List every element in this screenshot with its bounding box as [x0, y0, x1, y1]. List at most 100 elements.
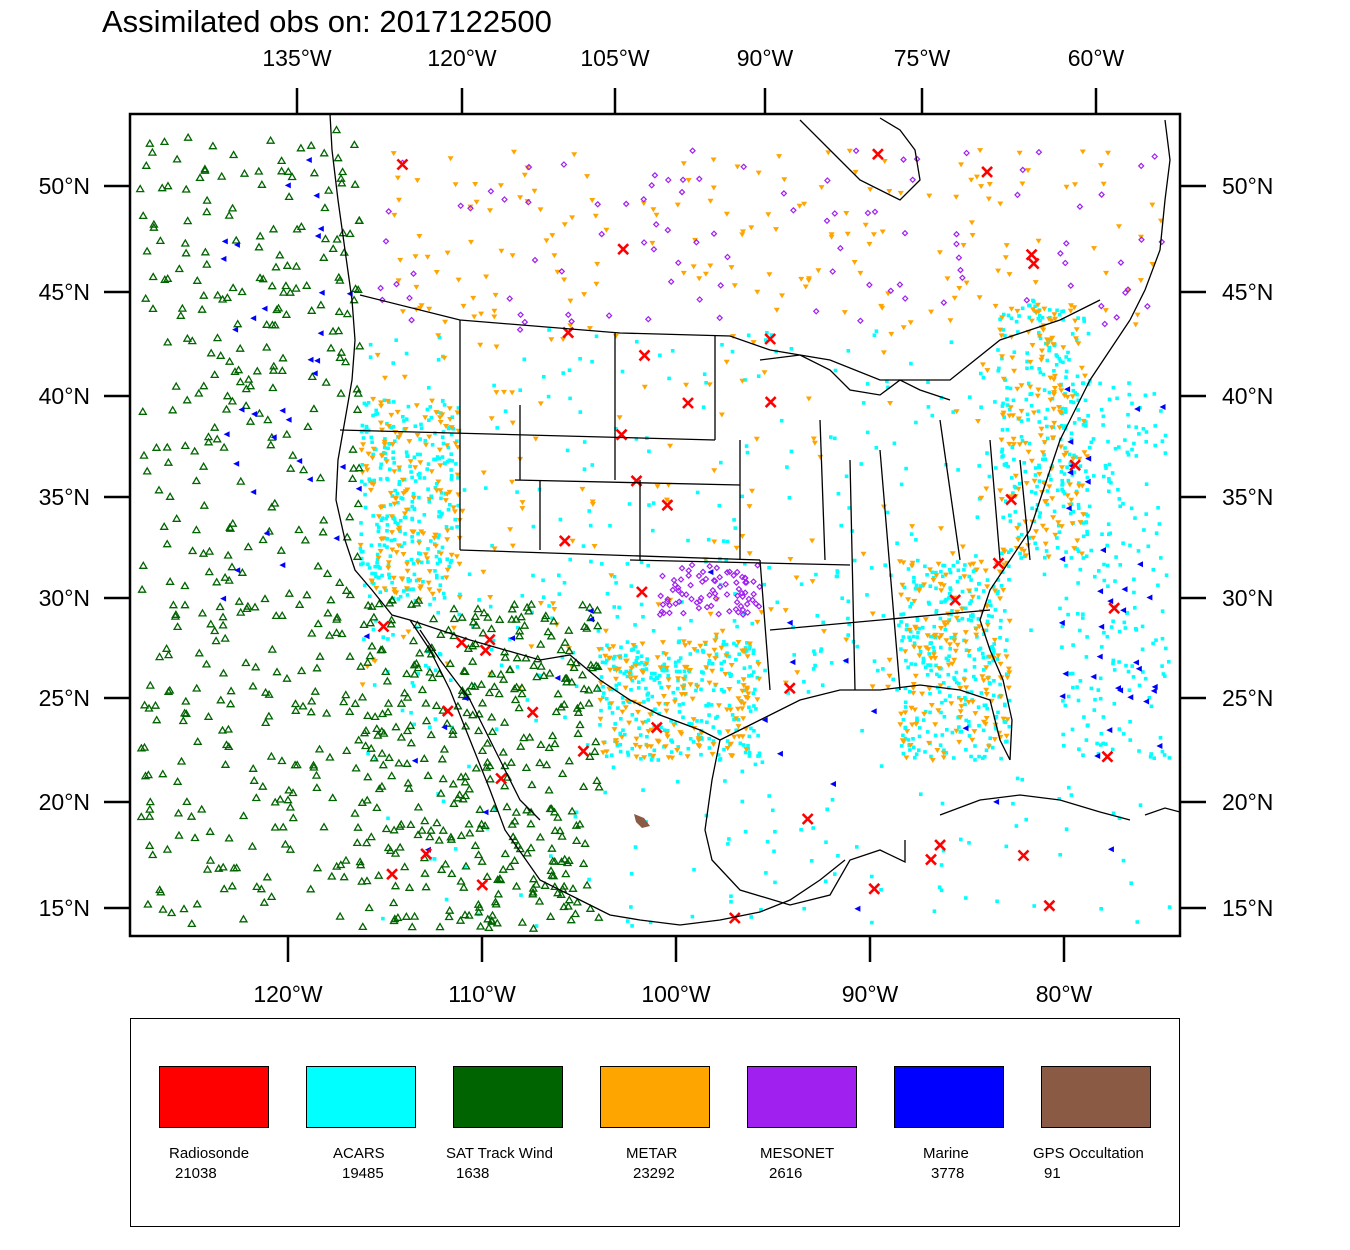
- acars-point: [1067, 358, 1071, 362]
- acars-point: [1005, 385, 1009, 390]
- metar-point: [1018, 408, 1025, 414]
- acars-point: [1107, 476, 1111, 481]
- acars-point: [447, 564, 451, 569]
- metar-point: [655, 602, 662, 608]
- sat-track-wind-point: [498, 864, 508, 873]
- acars-point: [391, 450, 395, 454]
- mesonet-point: [900, 156, 907, 163]
- sat-track-wind-point: [310, 686, 320, 695]
- sat-track-wind-point: [341, 690, 351, 699]
- acars-point: [626, 753, 631, 757]
- marine-point: [285, 416, 292, 423]
- acars-point: [1028, 392, 1032, 396]
- acars-point: [389, 425, 393, 430]
- acars-point: [1000, 450, 1004, 454]
- acars-point: [1097, 569, 1101, 573]
- acars-point: [915, 719, 919, 724]
- sat-track-wind-point: [350, 179, 360, 188]
- metar-point: [958, 704, 965, 710]
- acars-point: [507, 637, 512, 641]
- legend-swatch: [600, 1066, 710, 1128]
- acars-point: [971, 613, 975, 617]
- sat-track-wind-point: [276, 545, 286, 554]
- hudson-bay: [799, 117, 921, 201]
- acars-point: [1003, 333, 1007, 338]
- metar-point: [999, 412, 1006, 418]
- acars-point: [1081, 616, 1085, 620]
- acars-point: [639, 560, 644, 565]
- sat-track-wind-point: [366, 832, 376, 841]
- acars-point: [1113, 579, 1117, 583]
- sat-track-wind-point: [165, 577, 175, 585]
- acars-point: [995, 591, 1000, 596]
- acars-point: [531, 524, 536, 529]
- acars-point: [963, 563, 967, 567]
- acars-point: [412, 455, 417, 460]
- acars-point: [1003, 648, 1008, 653]
- acars-point: [563, 715, 567, 720]
- acars-point: [904, 627, 909, 632]
- acars-point: [449, 468, 453, 472]
- acars-point: [764, 338, 768, 342]
- radiosonde-point: [483, 633, 496, 646]
- metar-point: [983, 716, 990, 721]
- sat-track-wind-point: [214, 863, 224, 872]
- metar-point: [613, 676, 619, 682]
- metar-point: [600, 740, 607, 746]
- acars-point: [1160, 664, 1164, 668]
- acars-point: [547, 604, 551, 608]
- sat-track-wind-point: [220, 633, 230, 642]
- sat-track-wind-point: [481, 762, 492, 771]
- metar-point: [1040, 327, 1047, 333]
- acars-point: [1071, 509, 1076, 514]
- sat-track-wind-point: [181, 248, 191, 257]
- acars-point: [1078, 464, 1083, 468]
- sat-track-wind-point: [336, 860, 346, 869]
- mesonet-point: [669, 586, 677, 594]
- metar-point: [686, 640, 693, 646]
- metar-point: [1149, 262, 1156, 267]
- metar-point: [389, 530, 395, 536]
- observation-points: [135, 125, 1172, 932]
- radiosonde-point: [1005, 493, 1018, 506]
- metar-point: [1071, 546, 1078, 552]
- sat-track-wind-point: [396, 819, 406, 828]
- acars-point: [934, 570, 938, 575]
- acars-point: [1072, 453, 1076, 458]
- acars-point: [1072, 421, 1077, 425]
- acars-point: [836, 854, 840, 858]
- metar-point: [667, 597, 674, 603]
- metar-point: [911, 598, 918, 604]
- acars-point: [1058, 606, 1062, 611]
- metar-point: [616, 415, 623, 421]
- acars-point: [982, 668, 986, 672]
- metar-point: [724, 746, 731, 751]
- acars-point: [604, 754, 609, 759]
- metar-point: [444, 567, 451, 573]
- acars-point: [429, 539, 433, 543]
- acars-point: [1163, 433, 1168, 438]
- metar-point: [521, 172, 528, 178]
- acars-point: [659, 685, 663, 690]
- sat-track-wind-point: [227, 396, 238, 405]
- metar-point: [403, 586, 410, 592]
- sat-track-wind-point: [154, 485, 164, 494]
- metar-point: [941, 620, 948, 626]
- acars-point: [688, 652, 693, 656]
- sat-track-wind-point: [524, 606, 534, 615]
- metar-point: [444, 528, 451, 534]
- sat-track-wind-point: [561, 869, 571, 878]
- mesonet-point: [739, 611, 747, 618]
- mesonet-point: [685, 567, 693, 574]
- metar-point: [682, 664, 688, 670]
- acars-point: [1135, 920, 1140, 924]
- metar-point: [1041, 306, 1048, 312]
- metar-point: [963, 685, 970, 691]
- mesonet-point: [940, 299, 948, 306]
- sat-track-wind-point: [308, 760, 319, 769]
- marine-point: [238, 406, 245, 413]
- acars-point: [809, 859, 814, 863]
- sat-track-wind-point: [245, 381, 256, 390]
- acars-point: [1029, 365, 1034, 370]
- mesonet-point: [1014, 191, 1021, 199]
